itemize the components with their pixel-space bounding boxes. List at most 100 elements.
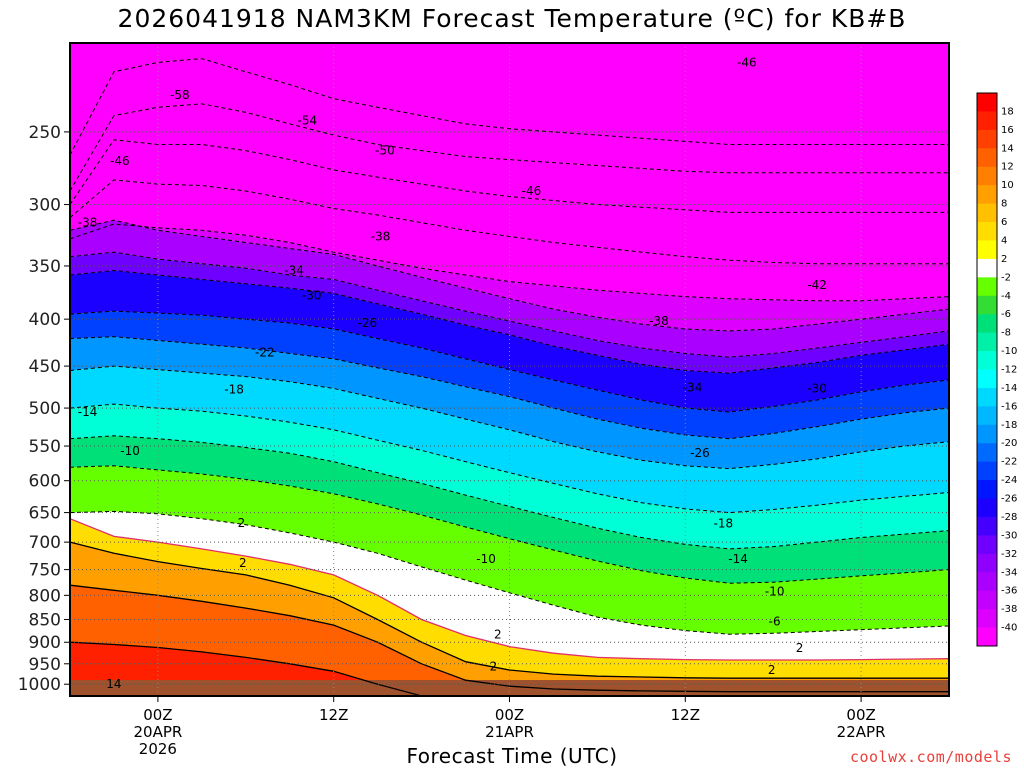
isotherm-line [69, 518, 950, 661]
temperature-band [70, 518, 949, 679]
isotherm-line [69, 465, 950, 584]
colorbar-label: 2 [1001, 254, 1007, 265]
temperature-band [70, 336, 949, 469]
y-tick-label: 350 [29, 257, 61, 277]
colorbar-label: 8 [1001, 199, 1007, 210]
temperature-band [70, 435, 949, 584]
x-axis-title: Forecast Time (UTC) [406, 744, 618, 768]
isotherm-line [69, 251, 950, 358]
contour-label: -30 [807, 381, 827, 395]
isotherm-line [69, 58, 949, 156]
colorbar-swatch [977, 148, 997, 168]
colorbar-label: -20 [1001, 438, 1017, 449]
colorbar-label: -38 [1001, 604, 1017, 615]
colorbar-swatch [977, 535, 997, 555]
isotherm-line [69, 336, 950, 440]
colorbar-swatch [977, 461, 997, 481]
colorbar-label: -26 [1001, 494, 1017, 505]
colorbar-swatch [977, 314, 997, 334]
isotherm-line [69, 435, 950, 550]
contour-label: 14 [106, 677, 121, 691]
chart-title: 2026041918 NAM3KM Forecast Temperature (… [117, 4, 907, 33]
contour-label: -58 [170, 88, 190, 102]
contour-label: -54 [298, 114, 318, 128]
colorbar-swatch [977, 351, 997, 370]
colorbar-label: 10 [1001, 180, 1014, 191]
temperature-band [70, 585, 949, 696]
colorbar-swatch [977, 424, 997, 444]
contour-label: -30 [302, 289, 322, 303]
temperature-band [70, 465, 949, 635]
contour-label: -50 [375, 144, 395, 158]
colorbar-label: -30 [1001, 530, 1017, 541]
colorbar-label: -28 [1001, 512, 1017, 523]
isotherm-line [69, 584, 949, 693]
temperature-band [70, 270, 949, 412]
colorbar-label: -34 [1001, 567, 1017, 578]
temperature-band [70, 252, 949, 374]
y-tick-label: 850 [29, 610, 61, 630]
contour-label: -34 [683, 381, 703, 395]
colorbar-label: 14 [1001, 143, 1014, 154]
temperature-band [70, 511, 949, 660]
x-tick-label: 00Z [846, 706, 875, 724]
temperature-band [70, 220, 949, 331]
y-tick-label: 650 [29, 504, 61, 524]
colorbar-label: 16 [1001, 125, 1014, 136]
colorbar-label: 18 [1001, 106, 1014, 117]
isotherm-line [69, 403, 950, 514]
colorbar-swatch [977, 369, 997, 389]
y-tick-label: 600 [29, 472, 61, 492]
colorbar-label: -18 [1001, 420, 1017, 431]
x-tick-label: 00Z [495, 706, 524, 724]
colorbar-swatch [977, 258, 997, 278]
colorbar-frame [976, 92, 998, 647]
colorbar-swatch [977, 277, 997, 297]
contour-label: -34 [284, 263, 304, 277]
contour-label: -10 [765, 584, 785, 598]
colorbar-label: -6 [1001, 309, 1011, 320]
colorbar-swatch [977, 627, 997, 647]
y-tick-label: 900 [29, 633, 61, 653]
colorbar-label: -12 [1001, 365, 1017, 376]
contour-label: 2 [768, 663, 776, 677]
colorbar-label: -36 [1001, 586, 1017, 597]
temperature-band [70, 404, 949, 549]
x-tick-date: 22APR [837, 723, 886, 741]
contour-label: -26 [358, 316, 378, 330]
colorbar-swatch [977, 203, 997, 223]
contour-label: -38 [78, 216, 98, 230]
isotherm-line [69, 310, 950, 413]
isotherm-line [69, 541, 949, 679]
colorbar-swatch [977, 166, 997, 186]
colorbar-swatch [977, 295, 997, 315]
colorbar-swatch [977, 240, 997, 260]
x-tick-label: 00Z [143, 706, 172, 724]
colorbar-swatch [977, 553, 997, 573]
colorbar-swatch [977, 590, 997, 610]
colorbar-label: -32 [1001, 549, 1017, 560]
contour-label: -42 [807, 278, 827, 292]
y-tick-label: 750 [29, 561, 61, 581]
contour-label: -38 [371, 229, 391, 243]
y-tick-label: 400 [29, 310, 61, 330]
contour-label: 2 [238, 516, 246, 530]
contour-label: 2 [490, 659, 498, 673]
colorbar-label: -14 [1001, 383, 1017, 394]
colorbar-swatch [977, 406, 997, 426]
contour-label: -46 [737, 55, 757, 69]
x-tick-year: 2026 [139, 740, 177, 758]
y-tick-label: 1000 [18, 675, 61, 695]
contour-label: 2 [796, 641, 804, 655]
temperature-band [70, 58, 949, 191]
colorbar-label: -8 [1001, 328, 1011, 339]
contour-label: -26 [690, 446, 710, 460]
x-tick-date: 20APR [133, 723, 182, 741]
colorbar-swatch [977, 111, 997, 131]
x-tick-date: 21APR [485, 723, 534, 741]
colorbar-label: 12 [1001, 162, 1014, 173]
colorbar-label: -22 [1001, 457, 1017, 468]
colorbar-label: -10 [1001, 346, 1017, 357]
isotherm-line [69, 269, 950, 374]
